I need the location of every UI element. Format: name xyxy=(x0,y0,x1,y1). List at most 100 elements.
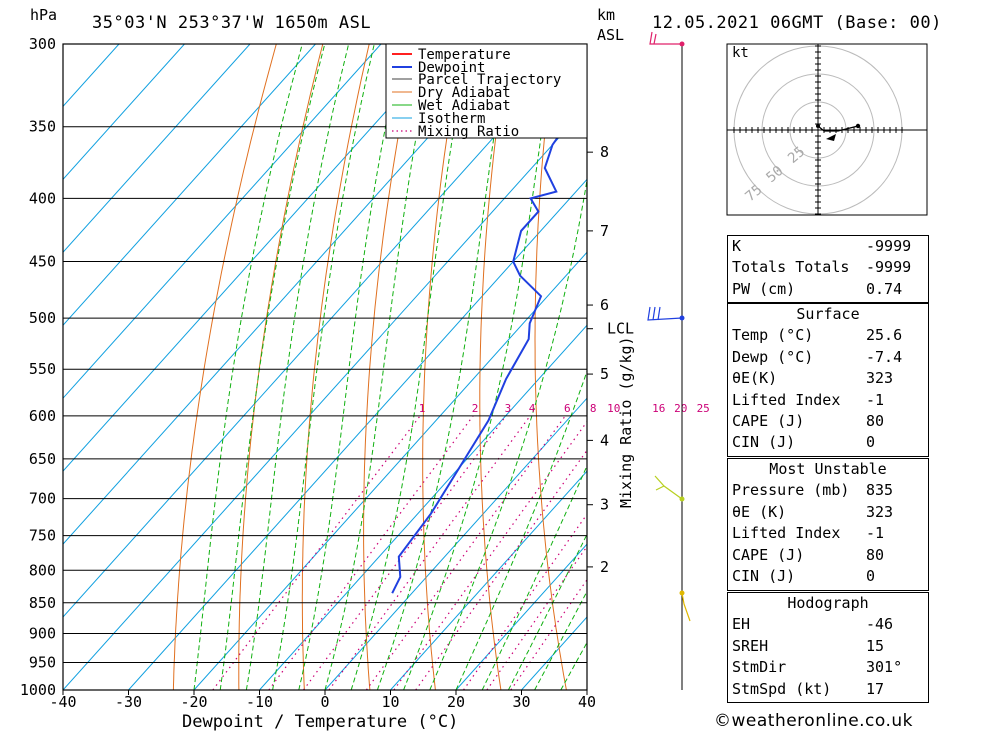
location-title: 35°03'N 253°37'W 1650m ASL xyxy=(92,13,371,33)
mu-row: CIN (J) 0 xyxy=(732,566,876,585)
x-tick-label: 30 xyxy=(512,693,530,711)
wet-adiabat-line xyxy=(403,44,555,690)
legend-wet-adiabat: Wet Adiabat xyxy=(418,98,511,114)
mu-row: CAPE (J) 80 xyxy=(732,545,885,564)
pressure-tick-label: 650 xyxy=(29,450,56,468)
hodo-row: EH -46 xyxy=(732,615,894,634)
asl-label: ASL xyxy=(597,26,624,44)
hodograph-trace xyxy=(817,125,859,132)
x-tick-label: 10 xyxy=(381,693,399,711)
km-tick-label: 5 xyxy=(600,365,609,383)
pressure-tick-label: 500 xyxy=(29,309,56,327)
indices-panel: K -9999 Totals Totals -9999 PW (cm) 0.74 xyxy=(727,235,929,303)
mixing-ratio-label: 2 xyxy=(472,402,479,415)
plot-frame xyxy=(62,43,588,691)
index-row: K -9999 xyxy=(732,237,912,255)
copyright: ©weatheronline.co.uk xyxy=(714,711,914,731)
x-tick-label: 40 xyxy=(578,693,596,711)
km-tick-label: 2 xyxy=(600,558,609,576)
wind-barb-830 xyxy=(681,592,691,622)
pressure-tick-label: 600 xyxy=(29,407,56,425)
legend-parcel: Parcel Trajectory xyxy=(418,72,561,88)
pressure-tick-label: 300 xyxy=(29,35,56,53)
mixing-ratio-label: 6 xyxy=(564,402,571,415)
index-row: PW (cm) 0.74 xyxy=(732,279,903,298)
hodo-row: StmDir 301° xyxy=(732,658,903,677)
wet-adiabat-line xyxy=(429,177,587,690)
mixing-ratio-line xyxy=(303,415,507,690)
isobars xyxy=(63,43,587,691)
mu-row: θE (K) 323 xyxy=(732,502,894,521)
isotherm-line xyxy=(63,44,185,181)
isotherm-line xyxy=(63,44,447,472)
mixing-ratio-label: 4 xyxy=(529,402,536,415)
lcl-label: LCL xyxy=(607,320,634,338)
mu-row: Pressure (mb) 835 xyxy=(732,481,894,500)
x-tick-label: -10 xyxy=(246,693,273,711)
x-tick-label: 20 xyxy=(447,693,465,711)
pressure-tick-label: 700 xyxy=(29,490,56,508)
mixing-ratio-label: 25 xyxy=(697,402,710,415)
pressure-tick-label: 800 xyxy=(29,561,56,579)
mixing-ratio-labels: 1 2 3 4 6 8 10 16 20 25 xyxy=(419,402,710,415)
dewpoint-profile xyxy=(391,87,587,594)
isotherm-line xyxy=(63,44,382,399)
isotherm-line xyxy=(259,324,587,690)
pressure-tick-label: 450 xyxy=(29,253,56,271)
wet-adiabat-line xyxy=(507,533,587,690)
legend-dry-adiabat: Dry Adiabat xyxy=(418,85,511,101)
hodo-row: StmSpd (kt) 17 xyxy=(732,679,885,698)
storm-motion-marker xyxy=(826,134,836,141)
legend-mixing-ratio: Mixing Ratio xyxy=(418,124,519,140)
surface-row: Lifted Index -1 xyxy=(732,390,885,409)
pressure-tick-label: 900 xyxy=(29,625,56,643)
pressure-tick-label: 950 xyxy=(29,654,56,672)
legend-dewpoint: Dewpoint xyxy=(418,60,485,76)
index-row: Totals Totals -9999 xyxy=(732,258,912,277)
mixing-ratio-axis-title: Mixing Ratio (g/kg) xyxy=(617,336,635,508)
hodograph: kt 25 50 75 xyxy=(726,43,928,216)
mixing-ratio-line xyxy=(328,415,531,690)
hodograph-unit: kt xyxy=(732,45,749,61)
surface-row: Temp (°C) 25.6 xyxy=(732,326,903,345)
isotherm-line xyxy=(63,44,578,618)
mu-title: Most Unstable xyxy=(769,460,887,478)
profile-series xyxy=(391,87,587,594)
legend-isotherm: Isotherm xyxy=(418,111,485,127)
legend: Temperature Dewpoint Parcel Trajectory D… xyxy=(385,43,588,140)
x-tick-label: -30 xyxy=(115,693,142,711)
mixing-ratio-line xyxy=(268,415,474,690)
hodo-title: Hodograph xyxy=(787,594,869,612)
wet-adiabat-line xyxy=(219,44,326,690)
hodograph-panel: Hodograph EH -46 SREH 15 StmDir 301° StmSpd… xyxy=(727,592,929,703)
mixing-ratio-line xyxy=(486,545,587,690)
isotherm-line xyxy=(63,44,513,545)
wet-adiabat-line xyxy=(481,464,587,690)
legend-temperature: Temperature xyxy=(418,47,511,63)
isotherm-line xyxy=(63,105,587,690)
pressure-tick-label: 750 xyxy=(29,527,56,545)
mixing-ratio-line xyxy=(212,415,421,690)
hodo-row: SREH 15 xyxy=(732,636,885,655)
km-tick-label: 8 xyxy=(600,143,609,161)
dry-adiabat-line xyxy=(640,44,697,690)
wet-adiabat-line xyxy=(245,44,350,690)
x-tick-label: -20 xyxy=(180,693,207,711)
km-tick-label: 6 xyxy=(600,296,609,314)
x-tick-label: 0 xyxy=(320,693,329,711)
mixing-ratio-label: 1 xyxy=(419,402,426,415)
pressure-tick-label: 1000 xyxy=(20,681,56,699)
surface-row: θE(K) 323 xyxy=(732,369,894,388)
datetime-title: 12.05.2021 06GMT (Base: 00) xyxy=(652,13,942,33)
mixing-ratio-label: 20 xyxy=(674,402,687,415)
pressure-axis: 300 350 400 450 500 550 600 650 700 750 800 850 900 9… xyxy=(20,35,56,699)
surface-row: CIN (J) 0 xyxy=(732,433,876,452)
km-tick-label: 4 xyxy=(600,431,609,449)
km-tick-label: 7 xyxy=(600,222,609,240)
wind-barb-700 xyxy=(654,475,683,500)
isotherm-line xyxy=(193,251,587,690)
km-label: km xyxy=(597,6,615,24)
dry-adiabat-line xyxy=(973,44,1000,690)
isotherm-line xyxy=(324,397,587,690)
